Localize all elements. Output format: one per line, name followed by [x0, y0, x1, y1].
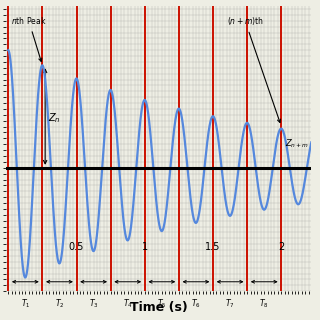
Text: 1: 1 — [142, 242, 148, 252]
Text: $n$th Peak: $n$th Peak — [11, 15, 46, 61]
Text: $T_2$: $T_2$ — [55, 297, 64, 309]
Text: $T_3$: $T_3$ — [89, 297, 99, 309]
Text: $T_5$: $T_5$ — [157, 297, 167, 309]
Text: $T_1$: $T_1$ — [20, 297, 30, 309]
Text: $Z_{n+m}$: $Z_{n+m}$ — [285, 137, 309, 150]
Text: $T_4$: $T_4$ — [123, 297, 132, 309]
X-axis label: Time (s): Time (s) — [130, 301, 187, 315]
Text: $T_7$: $T_7$ — [225, 297, 235, 309]
Text: $(n+m)$th: $(n+m)$th — [227, 15, 280, 123]
Text: $T_8$: $T_8$ — [260, 297, 269, 309]
Text: $T_6$: $T_6$ — [191, 297, 201, 309]
Text: 0.5: 0.5 — [69, 242, 84, 252]
Text: $Z_n$: $Z_n$ — [48, 112, 60, 125]
Text: 2: 2 — [278, 242, 284, 252]
Text: 1.5: 1.5 — [205, 242, 221, 252]
